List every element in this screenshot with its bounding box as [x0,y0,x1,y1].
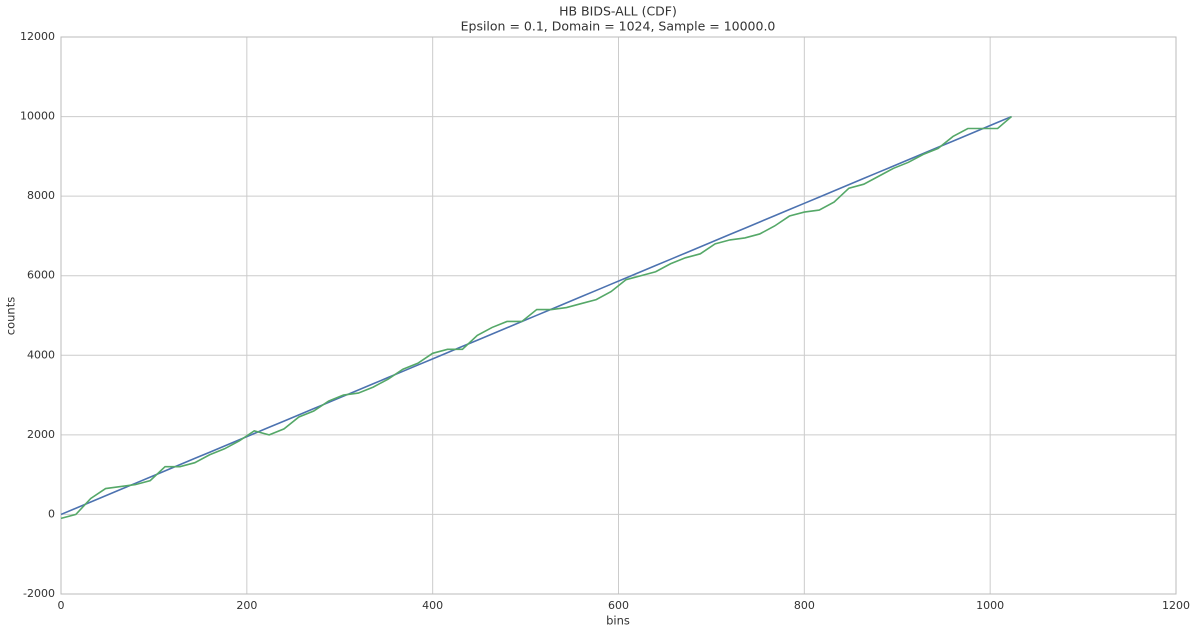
y-tick-label: 6000 [27,269,55,282]
x-tick-label: 800 [794,599,815,612]
x-tick-label: 1000 [976,599,1004,612]
y-tick-label: 0 [48,507,55,520]
plot-frame [60,36,1177,595]
x-axis-label: bins [606,614,630,628]
x-tick-label: 400 [422,599,443,612]
series-line [60,115,1013,520]
chart-subtitle: Epsilon = 0.1, Domain = 1024, Sample = 1… [461,19,776,34]
y-tick-label: -2000 [23,587,55,600]
series-line [60,115,1012,516]
y-tick-label: 8000 [27,189,55,202]
y-tick-label: 12000 [20,30,55,43]
x-tick-label: 0 [58,599,65,612]
y-axis-label: counts [4,297,18,335]
x-tick-label: 600 [608,599,629,612]
x-tick-label: 200 [236,599,257,612]
x-tick-label: 1200 [1162,599,1190,612]
y-tick-label: 2000 [27,428,55,441]
chart-title: HB BIDS-ALL (CDF) [559,4,677,19]
y-tick-label: 4000 [27,348,55,361]
y-tick-label: 10000 [20,110,55,123]
